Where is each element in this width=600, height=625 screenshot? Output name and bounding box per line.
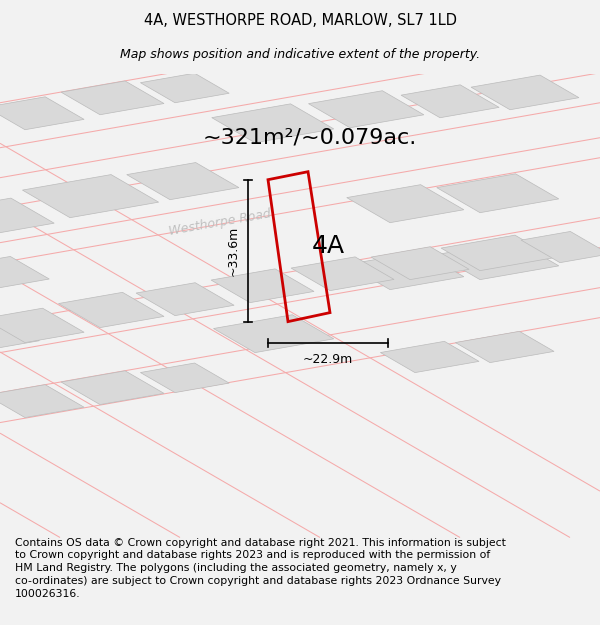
Polygon shape (211, 269, 314, 302)
Text: Map shows position and indicative extent of the property.: Map shows position and indicative extent… (120, 48, 480, 61)
Polygon shape (471, 75, 579, 110)
Polygon shape (308, 91, 424, 128)
Polygon shape (441, 235, 554, 271)
Text: ~321m²/~0.079ac.: ~321m²/~0.079ac. (203, 127, 417, 148)
Polygon shape (0, 318, 40, 348)
Polygon shape (61, 81, 164, 115)
Polygon shape (380, 341, 479, 372)
Polygon shape (0, 198, 54, 232)
Polygon shape (347, 184, 464, 222)
Text: Contains OS data © Crown copyright and database right 2021. This information is : Contains OS data © Crown copyright and d… (15, 538, 506, 599)
Polygon shape (371, 247, 469, 279)
Polygon shape (0, 97, 84, 130)
Polygon shape (212, 104, 334, 142)
Polygon shape (140, 73, 229, 102)
Polygon shape (437, 174, 559, 213)
Polygon shape (0, 256, 49, 288)
Text: 4A, WESTHORPE ROAD, MARLOW, SL7 1LD: 4A, WESTHORPE ROAD, MARLOW, SL7 1LD (143, 13, 457, 28)
Polygon shape (214, 315, 334, 352)
Polygon shape (291, 257, 394, 291)
Polygon shape (521, 231, 600, 262)
Polygon shape (58, 292, 164, 328)
Polygon shape (136, 282, 234, 316)
Polygon shape (0, 308, 84, 342)
Polygon shape (401, 85, 499, 118)
Text: 4A: 4A (312, 234, 345, 258)
Polygon shape (347, 252, 464, 289)
Polygon shape (0, 384, 84, 418)
Polygon shape (437, 241, 559, 279)
Text: Westhorpe Road: Westhorpe Road (168, 208, 272, 238)
Polygon shape (61, 371, 164, 404)
Text: ~33.6m: ~33.6m (227, 226, 240, 276)
Polygon shape (140, 363, 229, 392)
Polygon shape (127, 162, 239, 199)
Text: ~22.9m: ~22.9m (303, 352, 353, 366)
Polygon shape (455, 331, 554, 362)
Polygon shape (22, 174, 158, 218)
